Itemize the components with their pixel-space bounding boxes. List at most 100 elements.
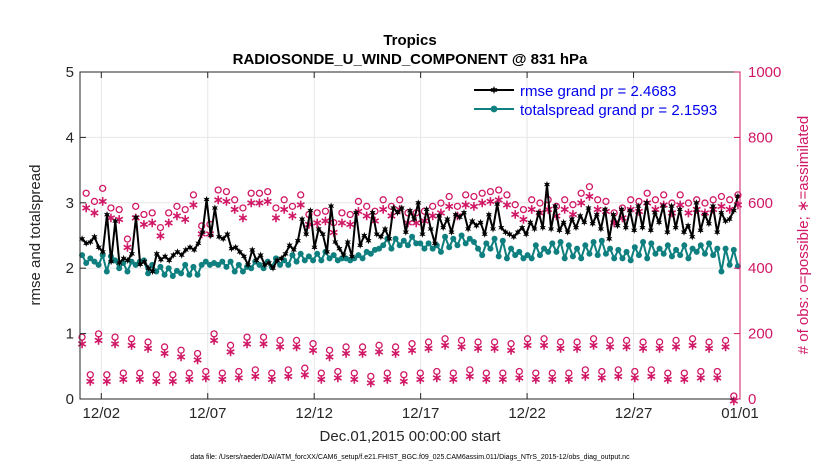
obs-assimilated-marker: ∗: [159, 346, 170, 361]
x-tick-label: 12/12: [295, 405, 333, 422]
obs-assimilated-marker: ∗: [390, 346, 401, 361]
legend-spread-marker: [490, 105, 498, 113]
rmse-marker: [672, 224, 679, 232]
obs-assimilated-marker: ∗: [440, 337, 451, 352]
spread-marker: [532, 242, 539, 249]
rmse-marker: [734, 192, 741, 200]
obs-possible-marker: [713, 367, 721, 376]
spread-marker: [128, 258, 135, 265]
obs-assimilated-marker: ∗: [336, 215, 347, 230]
rmse-marker: [290, 246, 297, 254]
rmse-marker: [278, 254, 285, 262]
spread-marker: [95, 261, 102, 268]
spread-marker: [479, 252, 486, 259]
obs-assimilated-marker: ∗: [320, 213, 331, 228]
obs-possible-marker: [655, 338, 664, 346]
rmse-marker: [303, 230, 310, 238]
rmse-marker: [564, 228, 571, 236]
rmse-marker: [294, 237, 301, 245]
rmse-marker: [286, 241, 293, 249]
rmse-marker: [647, 226, 654, 234]
obs-possible-marker: [466, 366, 474, 374]
spread-marker: [359, 255, 366, 262]
rmse-marker: [585, 204, 592, 212]
obs-assimilated-marker: ∗: [683, 205, 694, 220]
obs-possible-marker: [264, 187, 272, 196]
obs-possible-marker: [255, 189, 264, 197]
obs-possible-marker: [123, 235, 132, 243]
obs-assimilated-marker: ∗: [559, 202, 570, 217]
rmse-marker: [543, 180, 551, 189]
obs-possible-marker: [189, 191, 198, 199]
obs-possible-marker: [251, 366, 259, 374]
rmse-marker: [510, 233, 517, 241]
rmse-marker: [718, 209, 725, 217]
obs-assimilated-marker: ∗: [638, 341, 649, 356]
rmse-marker: [369, 209, 376, 217]
obs-possible-marker: [231, 196, 239, 204]
rmse-marker: [315, 225, 322, 233]
y-right-tick-label: 1000: [748, 64, 781, 81]
obs-assimilated-marker: ∗: [299, 367, 310, 382]
obs-assimilated-marker: ∗: [151, 373, 162, 388]
spread-marker: [132, 261, 139, 268]
rmse-marker: [660, 202, 667, 210]
obs-possible-marker: [589, 335, 598, 343]
x-tick-label: 01/01: [721, 405, 759, 422]
rmse-marker: [460, 209, 468, 217]
spread-marker: [198, 261, 205, 268]
obs-possible-marker: [334, 367, 342, 376]
spread-marker: [553, 248, 560, 255]
spread-marker: [83, 259, 90, 266]
rmse-marker: [435, 212, 443, 220]
rmse-marker: [485, 211, 492, 219]
spread-marker: [301, 257, 308, 264]
obs-possible-marker: [288, 202, 297, 210]
obs-assimilated-marker: ∗: [138, 216, 149, 231]
spread-marker: [442, 233, 449, 240]
obs-assimilated-marker: ∗: [246, 195, 257, 210]
spread-marker: [483, 240, 490, 247]
obs-possible-marker: [598, 367, 606, 376]
spread-marker: [202, 258, 209, 265]
obs-possible-marker: [82, 189, 90, 197]
obs-assimilated-marker: ∗: [675, 197, 686, 212]
spread-marker: [310, 257, 317, 264]
spread-marker: [503, 255, 510, 262]
rmse-marker: [240, 252, 248, 260]
obs-possible-marker: [210, 330, 218, 338]
rmse-marker: [153, 250, 160, 258]
obs-assimilated-marker: ∗: [85, 373, 96, 388]
spread-marker: [165, 265, 172, 272]
obs-assimilated-marker: ∗: [629, 370, 640, 385]
obs-assimilated-marker: ∗: [316, 372, 327, 387]
spread-marker: [569, 253, 576, 260]
spread-marker: [656, 245, 663, 252]
rmse-marker: [622, 224, 629, 232]
x-axis-label: Dec.01,2015 00:00:00 start: [320, 428, 502, 445]
rmse-marker: [427, 225, 434, 233]
rmse-marker: [614, 222, 621, 230]
spread-marker: [182, 261, 189, 268]
rmse-marker: [199, 228, 206, 236]
spread-marker: [718, 268, 725, 275]
spread-marker: [388, 245, 395, 252]
obs-possible-marker: [478, 189, 486, 197]
obs-assimilated-marker: ∗: [704, 341, 715, 356]
obs-possible-marker: [532, 369, 540, 377]
obs-possible-marker: [449, 369, 457, 377]
spread-marker: [652, 250, 659, 257]
obs-possible-marker: [433, 367, 441, 376]
spread-marker: [79, 252, 86, 259]
obs-assimilated-marker: ∗: [105, 210, 116, 225]
obs-assimilated-marker: ∗: [250, 368, 261, 383]
obs-possible-marker: [416, 369, 424, 377]
obs-possible-marker: [445, 192, 453, 201]
spread-marker: [380, 242, 387, 249]
obs-possible-marker: [325, 346, 334, 354]
legend-rmse-label: rmse grand pr = 2.4683: [520, 83, 676, 100]
obs-possible-marker: [115, 205, 123, 214]
rmse-marker: [481, 230, 488, 238]
obs-assimilated-marker: ∗: [213, 192, 224, 207]
obs-possible-marker: [214, 186, 222, 194]
